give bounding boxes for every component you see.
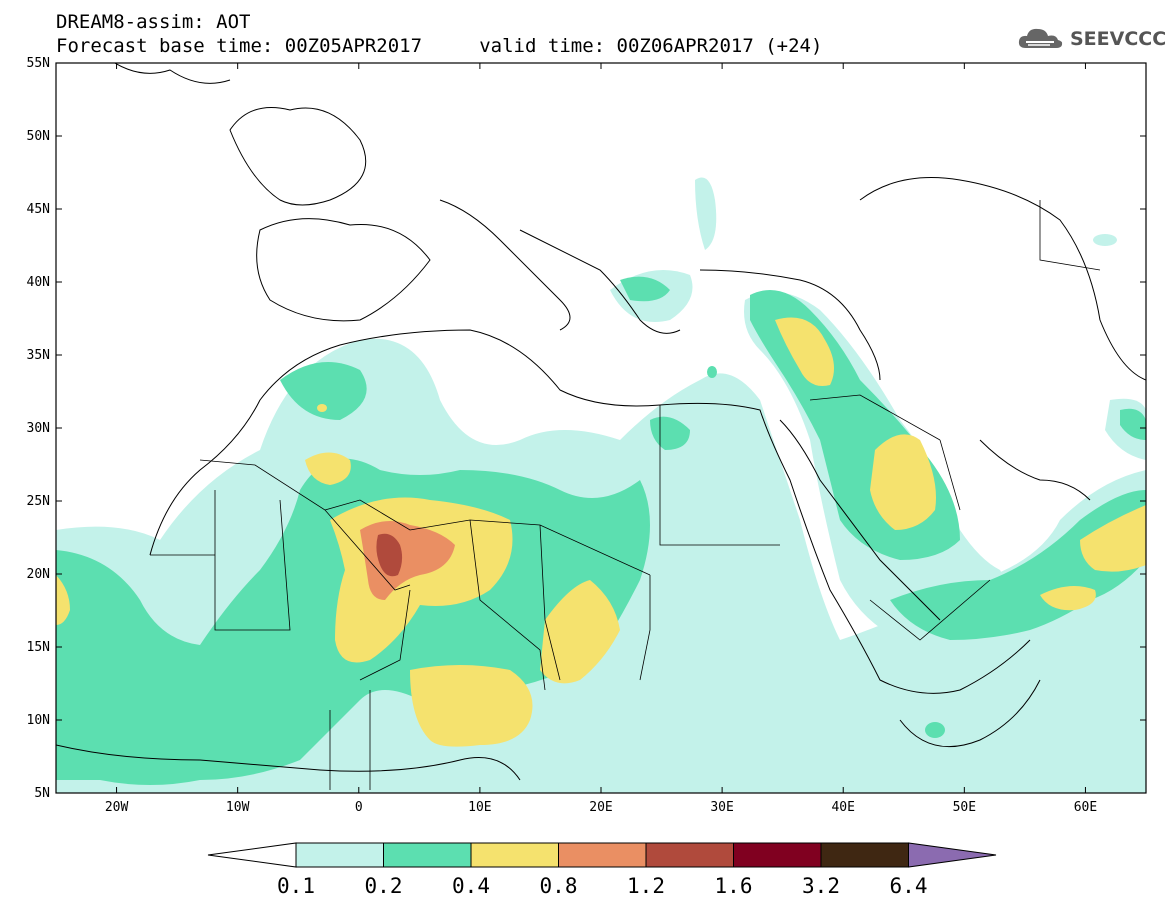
lon-tick-label: 10E	[468, 800, 491, 815]
colorbar-label: 0.2	[365, 874, 403, 898]
lat-tick-label: 50N	[27, 129, 50, 144]
lat-tick-label: 40N	[27, 275, 50, 290]
colorbar-swatch	[645, 842, 734, 868]
coastlines	[56, 63, 1146, 781]
lat-tick-label: 15N	[27, 640, 50, 655]
lon-tick-label: 60E	[1074, 800, 1097, 815]
lon-tick-label: 20W	[105, 800, 129, 815]
colorbar-label: 3.2	[802, 874, 840, 898]
colorbar-swatch	[383, 842, 472, 868]
colorbar-label: 0.4	[452, 874, 490, 898]
colorbar: 0.1 0.2 0.4 0.8 1.2 1.6 3.2 6.4	[207, 842, 997, 898]
colorbar-swatch	[470, 842, 559, 868]
lon-tick-label: 0	[355, 800, 363, 815]
colorbar-over-arrow	[908, 842, 997, 868]
country-borders	[150, 200, 1101, 790]
lon-tick-label: 50E	[953, 800, 976, 815]
lat-tick-label: 20N	[27, 567, 50, 582]
colorbar-label: 0.1	[277, 874, 315, 898]
lat-tick-label: 25N	[27, 494, 50, 509]
colorbar-swatch	[295, 842, 384, 868]
colorbar-label: 0.8	[540, 874, 578, 898]
map-subtitle: Forecast base time: 00Z05APR2017 valid t…	[56, 35, 823, 57]
lat-tick-label: 35N	[27, 348, 50, 363]
colorbar-swatch	[820, 842, 909, 868]
aot-field-1.2	[376, 533, 403, 577]
cloud-icon	[1018, 28, 1063, 48]
seevccc-logo: SEEVCCC	[1018, 26, 1165, 52]
lon-tick-label: 20E	[589, 800, 612, 815]
colorbar-label: 1.2	[627, 874, 665, 898]
lon-axis: 20W 10W 0 10E 20E 30E 40E 50E 60E	[105, 63, 1097, 815]
lat-tick-label: 45N	[27, 202, 50, 217]
colorbar-swatch	[558, 842, 647, 868]
colorbar-label: 6.4	[890, 874, 928, 898]
lat-tick-label: 55N	[27, 56, 50, 71]
colorbar-under-arrow	[207, 842, 297, 868]
colorbar-swatch	[733, 842, 822, 868]
lat-tick-label: 10N	[27, 713, 50, 728]
lat-axis: 55N 50N 45N 40N 35N 30N 25N 20N 15N 10N 5N	[27, 56, 1146, 801]
map-plot-area	[56, 63, 1146, 793]
map-title: DREAM8-assim: AOT	[56, 11, 251, 33]
logo-text: SEEVCCC	[1070, 28, 1165, 50]
lon-tick-label: 30E	[710, 800, 733, 815]
lon-tick-label: 40E	[831, 800, 854, 815]
lat-tick-label: 30N	[27, 421, 50, 436]
lat-tick-label: 5N	[34, 786, 50, 801]
lon-tick-label: 10W	[226, 800, 250, 815]
colorbar-label: 1.6	[715, 874, 753, 898]
